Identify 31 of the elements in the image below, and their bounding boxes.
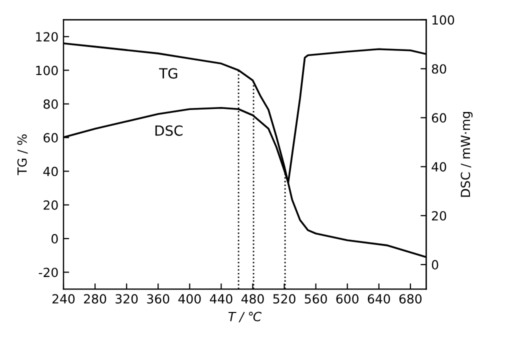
- y-tick-label: 0: [52, 234, 58, 244]
- x-tick-label: 560: [304, 294, 327, 304]
- y-axis-title: TG / %: [17, 134, 28, 176]
- x-tick-label: 240: [52, 294, 75, 304]
- series-label: DSC: [155, 125, 183, 136]
- x-axis-title: T / ℃: [228, 312, 262, 322]
- y2-tick-label: 80: [432, 64, 446, 74]
- y-tick-label: -20: [38, 268, 58, 278]
- x-tick-label: 440: [210, 294, 232, 304]
- y-tick-label: 20: [44, 200, 58, 210]
- x-tick-label: 680: [399, 294, 422, 304]
- x-tick-label: 480: [241, 294, 264, 304]
- x-tick-label: 640: [368, 294, 390, 304]
- y2-tick-label: 20: [432, 211, 446, 221]
- x-tick-label: 280: [84, 294, 106, 304]
- x-tick-label: 600: [336, 294, 358, 304]
- y2-tick-label: 40: [432, 162, 446, 172]
- y2-axis-title: DSC / mW·mg: [460, 112, 473, 197]
- y-tick-label: 40: [43, 166, 58, 176]
- y2-tick-label: 0: [432, 260, 438, 270]
- y2-tick-label: 100: [432, 15, 454, 25]
- y-tick-label: 80: [44, 99, 58, 109]
- x-tick-label: 360: [147, 294, 170, 304]
- x-tick-label: 320: [116, 294, 138, 304]
- y-tick-label: 100: [36, 66, 58, 76]
- series-label: TG: [159, 68, 178, 79]
- y2-tick-label: 60: [432, 113, 446, 123]
- y-tick-label: 60: [44, 133, 58, 143]
- x-tick-label: 400: [178, 294, 201, 304]
- x-tick-label: 520: [273, 294, 296, 304]
- y-tick-label: 120: [36, 32, 58, 42]
